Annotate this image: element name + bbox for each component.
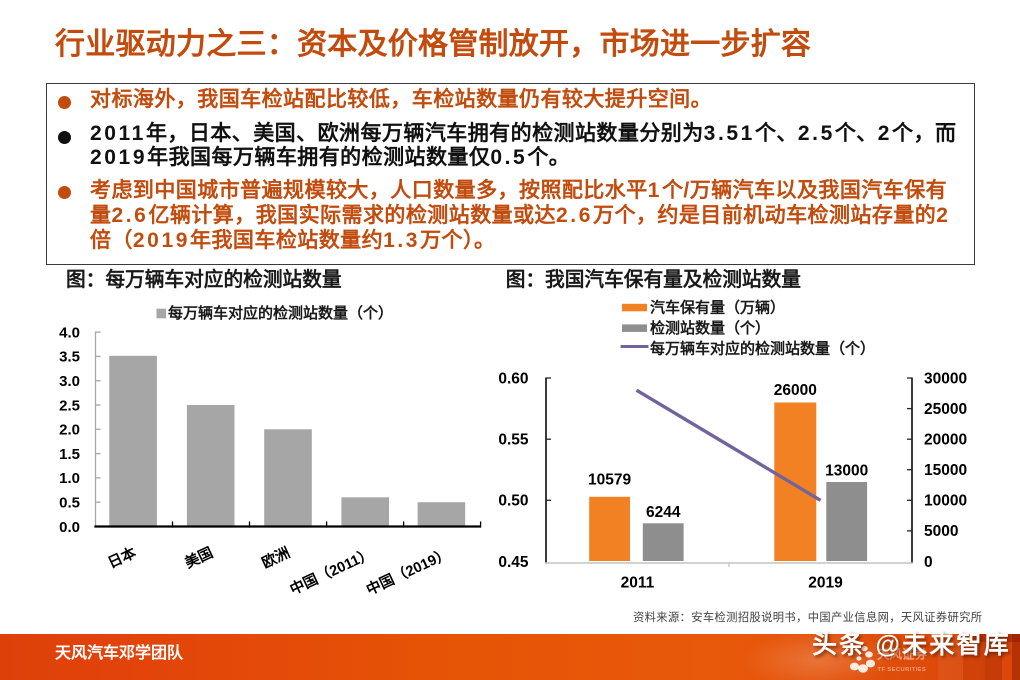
svg-text:13000: 13000 <box>825 463 868 480</box>
svg-text:中国（2019）: 中国（2019） <box>363 544 452 598</box>
svg-text:中国（2011）: 中国（2011） <box>287 544 376 598</box>
svg-text:6244: 6244 <box>646 504 681 521</box>
svg-text:2.0: 2.0 <box>59 422 80 439</box>
svg-text:图：我国汽车保有量及检测站数量: 图：我国汽车保有量及检测站数量 <box>506 268 802 291</box>
svg-text:1.0: 1.0 <box>59 470 80 487</box>
svg-text:TF SECURITIES: TF SECURITIES <box>878 667 927 673</box>
svg-text:0.0: 0.0 <box>59 519 80 536</box>
svg-text:2011: 2011 <box>621 575 655 592</box>
svg-text:图：每万辆车对应的检测站数量: 图：每万辆车对应的检测站数量 <box>66 268 342 291</box>
svg-text:10000: 10000 <box>924 493 967 510</box>
svg-text:0.45: 0.45 <box>498 554 529 571</box>
svg-text:每万辆车对应的检测站数量（个）: 每万辆车对应的检测站数量（个） <box>168 304 393 322</box>
svg-text:每万辆车对应的检测站数量（个）: 每万辆车对应的检测站数量（个） <box>650 340 875 358</box>
svg-text:4.0: 4.0 <box>59 324 80 341</box>
svg-text:汽车保有量（万辆）: 汽车保有量（万辆） <box>650 299 785 317</box>
svg-text:0.5: 0.5 <box>59 495 80 512</box>
svg-text:欧洲: 欧洲 <box>259 543 293 572</box>
svg-text:3.5: 3.5 <box>59 349 80 366</box>
svg-text:2019: 2019 <box>808 575 843 592</box>
svg-text:30000: 30000 <box>924 370 967 387</box>
svg-text:0: 0 <box>924 554 933 571</box>
svg-text:10579: 10579 <box>588 472 631 489</box>
svg-text:日本: 日本 <box>105 543 139 572</box>
svg-text:美国: 美国 <box>182 543 216 572</box>
svg-text:0.50: 0.50 <box>498 493 528 510</box>
svg-text:15000: 15000 <box>924 462 967 479</box>
svg-text:3.0: 3.0 <box>59 373 80 390</box>
svg-text:20000: 20000 <box>924 432 967 449</box>
svg-text:天风证券: 天风证券 <box>877 647 928 662</box>
svg-text:检测站数量（个）: 检测站数量（个） <box>650 319 770 337</box>
svg-text:2.5: 2.5 <box>59 397 80 414</box>
svg-text:0.55: 0.55 <box>498 432 529 449</box>
svg-text:5000: 5000 <box>924 523 958 540</box>
svg-text:0.60: 0.60 <box>498 370 528 387</box>
svg-text:25000: 25000 <box>924 401 967 418</box>
svg-text:26000: 26000 <box>774 382 817 399</box>
svg-text:1.5: 1.5 <box>59 446 80 463</box>
